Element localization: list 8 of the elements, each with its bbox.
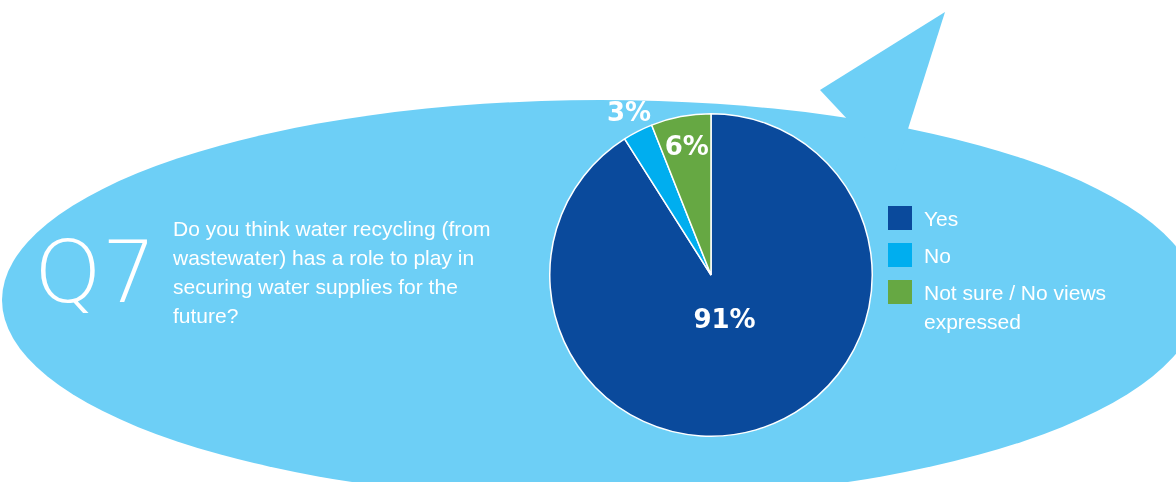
legend-label: No	[924, 243, 951, 269]
legend-label: Not sure / No views expressed	[924, 280, 1108, 335]
text: Q7	[34, 222, 157, 322]
legend-label: Yes	[924, 206, 959, 232]
text: Do you think water recycling (from wastewater) has a role to play in securing water supplies for the future?	[173, 216, 492, 329]
data-label: 91%	[693, 304, 756, 335]
data-label: 3%	[606, 96, 652, 127]
data-label: 6%	[664, 131, 709, 162]
